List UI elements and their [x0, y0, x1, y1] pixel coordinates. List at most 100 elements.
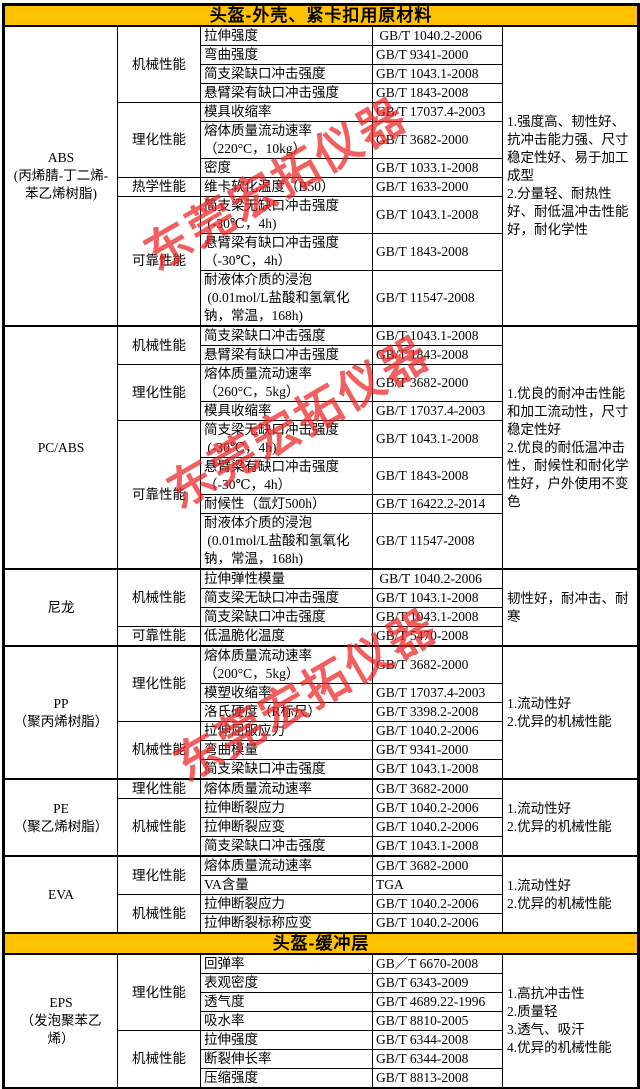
notes-cell: 1.优良的耐冲击性能和加工流动性，尺寸稳定性好 2.优良的耐低温冲击性，耐候性和… [501, 325, 640, 570]
property-cell: 耐液体介质的浸泡 (0.01mol/L盐酸和氢氧化 钠，常温，168h) [200, 513, 373, 570]
standard-cell: GB/T 1040.2-2006 [372, 568, 503, 589]
standard-cell: GB/T 1043.1-2008 [372, 196, 503, 234]
property-cell: 熔体质量流动速率 [200, 855, 373, 876]
material-name-cell: PC/ABS [3, 325, 118, 570]
property-cell: 拉伸屈服应力 [200, 721, 373, 741]
property-cell: 悬臂梁有缺口冲击强度 [200, 83, 373, 103]
property-cell: 简支梁缺口冲击强度 [200, 607, 373, 627]
standard-cell: GB／T 6670-2008 [372, 953, 503, 974]
standard-cell: GB/T 1040.2-2006 [372, 721, 503, 741]
table-row: 模塑收缩率 GB/T 17037.4-2003 [4, 683, 639, 703]
category-cell: 可靠性能 [117, 196, 201, 327]
table-row: 简支梁缺口冲击强度 GB/T 1043.1-2008 [4, 836, 639, 857]
property-cell: 弯曲模量 [200, 740, 373, 760]
material-name-cell: PE （聚乙烯树脂） [3, 778, 118, 857]
property-cell: VA含量 [200, 875, 373, 895]
property-cell: 悬臂梁有缺口冲击强度 （-30℃，4h） [200, 457, 373, 495]
property-cell: 维卡软化温度（B50） [200, 177, 373, 197]
material-name-cell: 尼龙 [3, 568, 118, 647]
standard-cell: GB/T 8813-2008 [372, 1068, 503, 1089]
property-cell: 熔体质量流动速率 （260°C，5kg） [200, 364, 373, 402]
property-cell: 拉伸断裂应力 [200, 798, 373, 818]
property-cell: 熔体质量流动速率 （200°C，5kg） [200, 645, 373, 684]
standard-cell: GB/T 11547-2008 [372, 270, 503, 327]
standard-cell: TGA [372, 875, 503, 895]
property-cell: 拉伸弹性模量 [200, 568, 373, 589]
standard-cell: GB/T 9341-2000 [372, 740, 503, 760]
table-row: 可靠性能 简支梁无缺口冲击强度 (-30℃，4h) GB/T 1043.1-2008 [4, 196, 639, 327]
property-cell: 简支梁缺口冲击强度 [200, 759, 373, 780]
property-cell: 拉伸断裂应变 [200, 817, 373, 837]
table-row: ABS (丙烯腈-丁二烯- 苯乙烯树脂) 机械性能 拉伸强度 GB/T 1040.2… [3, 25, 640, 327]
standard-cell: GB/T 6344-2008 [372, 1049, 503, 1069]
material-name-cell: PP （聚丙烯树脂） [3, 645, 118, 780]
notes-cell: 1.强度高、韧性好、抗冲击能力强、尺寸稳定性好、易于加工成型 2.分量轻、耐热性… [501, 25, 640, 327]
standard-cell: GB/T 1043.1-2008 [372, 836, 503, 857]
standard-cell: GB/T 11547-2008 [372, 513, 503, 570]
table-row: 洛氏硬度（R标尺） GB/T 3398.2-2008 [4, 702, 639, 722]
category-cell: 热学性能 [117, 177, 201, 197]
property-cell: 拉伸强度 [200, 1030, 373, 1050]
category-cell: 机械性能 [117, 894, 201, 934]
category-cell: 理化性能 [117, 102, 201, 178]
category-cell: 理化性能 [117, 855, 201, 895]
property-cell: 简支梁无缺口冲击强度 (-30℃，4h) [200, 420, 373, 458]
section-title: 头盔-缓冲层 [2, 932, 640, 955]
standard-cell: GB/T 1043.1-2008 [372, 420, 503, 458]
standard-cell: GB/T 1633-2000 [372, 177, 503, 197]
property-cell: 简支梁无缺口冲击强度 (-30℃，4h) [200, 196, 373, 234]
notes-cell: 1.流动性好 2.优异的机械性能 [501, 645, 640, 780]
table-row: 机械性能 拉伸断裂应力 GB/T 1040.2-2006 [4, 894, 639, 934]
material-name-cell: EPS （发泡聚苯乙 烯） [3, 953, 118, 1089]
property-cell: 悬臂梁有缺口冲击强度 （-30℃，4h） [200, 233, 373, 271]
table-row: 机械性能 拉伸屈服应力 GB/T 1040.2-2006 [4, 721, 639, 780]
notes-cell: 韧性好，耐冲击、耐寒 [501, 568, 640, 647]
standard-cell: GB/T 17037.4-2003 [372, 401, 503, 421]
standard-cell: GB/T 3682-2000 [372, 121, 503, 159]
property-cell: 拉伸断裂应力 [200, 894, 373, 914]
standard-cell: GB/T 1040.2-2006 [372, 894, 503, 914]
property-cell: 模塑收缩率 [200, 683, 373, 703]
table-row: EVA 理化性能 熔体质量流动速率 GB/T 3682-2000 1.流动性好 2.优异… [3, 855, 640, 934]
standard-cell: GB/T 17037.4-2003 [372, 683, 503, 703]
notes-cell: 1.流动性好 2.优异的机械性能 [501, 855, 640, 934]
property-cell: 拉伸断裂标称应变 [200, 913, 373, 934]
property-cell: 简支梁缺口冲击强度 [200, 836, 373, 857]
property-cell: 透气度 [200, 992, 373, 1012]
category-cell: 机械性能 [117, 325, 201, 365]
standard-cell: GB/T 16422.2-2014 [372, 494, 503, 514]
property-cell: 耐液体介质的浸泡 (0.01mol/L盐酸和氢氧化 钠，常温，168h) [200, 270, 373, 327]
table-row: 简支梁缺口冲击强度 GB/T 1043.1-2008 [4, 759, 639, 780]
standard-cell: GB/T 1033.1-2008 [372, 158, 503, 178]
category-cell: 机械性能 [117, 798, 201, 857]
property-cell: 密度 [200, 158, 373, 178]
section-header-row: 头盔-缓冲层 [2, 932, 640, 955]
notes-cell: 1.高抗冲击性 2.质量轻 3.透气、吸汗 4.优异的机械性能 [501, 953, 640, 1089]
table-row: 密度 GB/T 1033.1-2008 [4, 158, 639, 178]
category-cell: 理化性能 [117, 953, 201, 1031]
table-row: 拉伸断裂应变 GB/T 1040.2-2006 [4, 817, 639, 837]
table-row: 简支梁缺口冲击强度 GB/T 1043.1-2008 [4, 64, 639, 84]
table-row: PE （聚乙烯树脂） 理化性能 熔体质量流动速率 GB/T 3682-2000 1.流动… [3, 778, 640, 857]
standard-cell: GB/T 3682-2000 [372, 645, 503, 684]
category-cell: 机械性能 [117, 721, 201, 780]
standard-cell: GB/T 4689.22-1996 [372, 992, 503, 1012]
table-row: 简支梁无缺口冲击强度 GB/T 1043.1-2008 [4, 588, 639, 608]
section-header-row: 头盔-外壳、紧卡扣用原材料 [2, 3, 640, 27]
table-row: 机械性能 拉伸强度 GB/T 6344-2008 [4, 1030, 639, 1089]
section-title: 头盔-外壳、紧卡扣用原材料 [2, 3, 640, 27]
standard-cell: GB/T 3682-2000 [372, 855, 503, 876]
property-cell: 简支梁无缺口冲击强度 [200, 588, 373, 608]
property-cell: 拉伸强度 [200, 25, 373, 46]
category-cell: 理化性能 [117, 364, 201, 421]
standard-cell: GB/T 1843-2008 [372, 83, 503, 103]
category-cell: 可靠性能 [117, 420, 201, 570]
table-row: 模具收缩率 GB/T 17037.4-2003 [4, 401, 639, 421]
table-row: EPS （发泡聚苯乙 烯） 理化性能 回弹率 GB／T 6670-2008 1.高抗冲击… [3, 953, 640, 1089]
table-row: 尼龙 机械性能 拉伸弹性模量 GB/T 1040.2-2006 韧性好，耐冲击、耐寒 [3, 568, 640, 647]
table-row: 耐液体介质的浸泡 (0.01mol/L盐酸和氢氧化 钠，常温，168h) GB/T… [4, 270, 639, 327]
standard-cell: GB/T 5470-2008 [372, 626, 503, 647]
standard-cell: GB/T 1043.1-2008 [372, 64, 503, 84]
table-row: 耐候性（氙灯500h） GB/T 16422.2-2014 [4, 494, 639, 514]
